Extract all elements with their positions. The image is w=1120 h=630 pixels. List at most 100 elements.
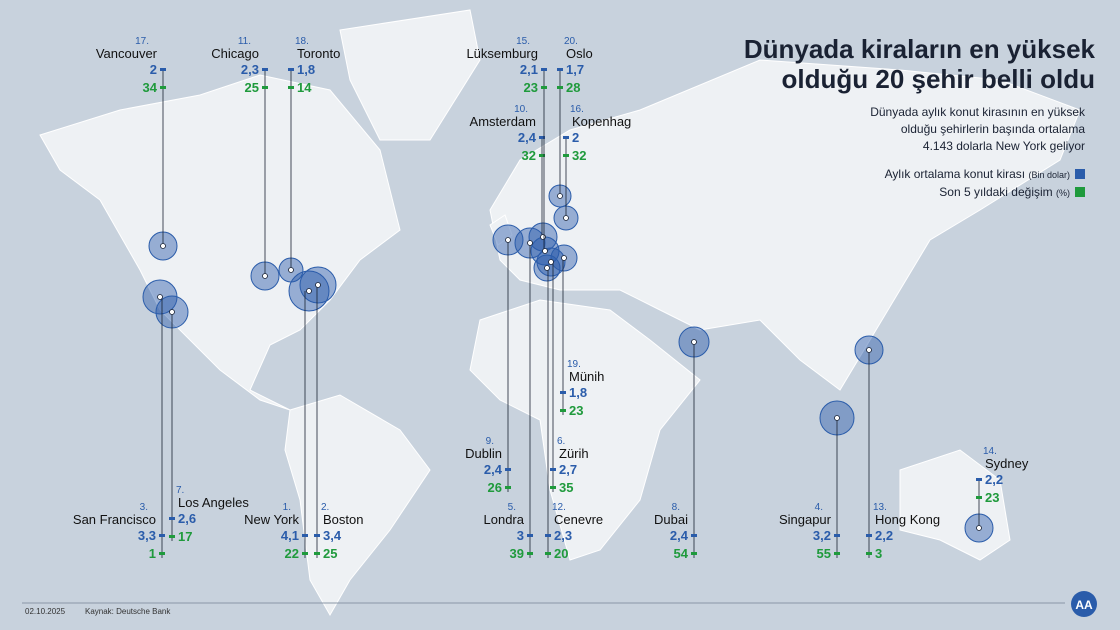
- city-change: 3: [875, 546, 882, 561]
- city-rank: 18.: [295, 36, 309, 47]
- city-name: Lüksemburg: [466, 46, 538, 61]
- city-dot: [866, 347, 872, 353]
- title: Dünyada kiraların en yüksek olduğu 20 şe…: [744, 34, 1096, 94]
- city-rent: 2,2: [985, 472, 1003, 487]
- city-name: Zürih: [559, 446, 589, 461]
- city-name: Vancouver: [96, 46, 158, 61]
- city-rank: 17.: [135, 36, 149, 47]
- city-change: 39: [510, 546, 524, 561]
- city-rent: 2,4: [670, 528, 689, 543]
- title-line: olduğu 20 şehir belli oldu: [782, 64, 1095, 94]
- city-change: 14: [297, 80, 312, 95]
- city-rank: 12.: [552, 502, 566, 513]
- legend-label: Aylık ortalama konut kirası (Bin dolar): [885, 167, 1070, 181]
- city-dot: [262, 273, 268, 279]
- city-rent: 1,8: [569, 385, 587, 400]
- rent-marker: [691, 534, 697, 537]
- city-change: 32: [572, 148, 586, 163]
- city-dot: [527, 240, 533, 246]
- city-rent: 3,3: [138, 528, 156, 543]
- city-dot: [306, 288, 312, 294]
- city-name: Sydney: [985, 456, 1029, 471]
- city-rent: 2: [150, 62, 157, 77]
- change-marker: [314, 552, 320, 555]
- city-rank: 4.: [815, 502, 823, 513]
- city-change: 54: [674, 546, 689, 561]
- legend-swatch: [1075, 187, 1085, 197]
- city-dot: [288, 267, 294, 273]
- rent-marker: [159, 534, 165, 537]
- change-marker: [159, 552, 165, 555]
- city-rank: 9.: [486, 436, 494, 447]
- city-change: 17: [178, 529, 192, 544]
- title-line: Dünyada kiraların en yüksek: [744, 34, 1096, 64]
- rent-marker: [834, 534, 840, 537]
- city-name: Los Angeles: [178, 495, 249, 510]
- city-rent: 1,7: [566, 62, 584, 77]
- city-change: 35: [559, 480, 573, 495]
- city-dot: [557, 193, 563, 199]
- subtitle: Dünyada aylık konut kirasının en yüksek …: [870, 105, 1086, 153]
- change-marker: [550, 486, 556, 489]
- city-change: 28: [566, 80, 580, 95]
- rent-marker: [866, 534, 872, 537]
- rent-marker: [288, 68, 294, 71]
- change-marker: [539, 154, 545, 157]
- city-rank: 14.: [983, 446, 997, 457]
- city-rank: 15.: [516, 36, 530, 47]
- city-rent: 2,3: [241, 62, 259, 77]
- city-rank: 20.: [564, 36, 578, 47]
- city-dot: [548, 259, 554, 265]
- city-change: 23: [569, 403, 583, 418]
- source: Kaynak: Deutsche Bank: [85, 607, 171, 616]
- city-rent: 3,2: [813, 528, 831, 543]
- city-rent: 3: [517, 528, 524, 543]
- city-name: Amsterdam: [470, 114, 536, 129]
- city-dot: [540, 234, 546, 240]
- rent-marker: [527, 534, 533, 537]
- city-rent: 3,4: [323, 528, 342, 543]
- change-marker: [834, 552, 840, 555]
- city-change: 55: [817, 546, 831, 561]
- city-rank: 19.: [567, 359, 581, 370]
- change-marker: [563, 154, 569, 157]
- rent-marker: [976, 478, 982, 481]
- rent-marker: [550, 468, 556, 471]
- city-dot: [542, 248, 548, 254]
- city-name: Oslo: [566, 46, 593, 61]
- subtitle-line: Dünyada aylık konut kirasının en yüksek: [870, 105, 1086, 119]
- city-name: Münih: [569, 369, 604, 384]
- city-dot: [563, 215, 569, 221]
- greenland: [339, 9, 481, 141]
- city-dot: [834, 415, 840, 421]
- logo: AA: [1075, 598, 1093, 612]
- city-rank: 1.: [283, 502, 291, 513]
- city-change: 20: [554, 546, 568, 561]
- city-name: Dublin: [465, 446, 502, 461]
- rent-marker: [539, 136, 545, 139]
- city-change: 1: [149, 546, 156, 561]
- subtitle-line: 4.143 dolarla New York geliyor: [923, 139, 1085, 153]
- city-name: Cenevre: [554, 512, 603, 527]
- city-rent: 2,7: [559, 462, 577, 477]
- city-rank: 16.: [570, 104, 584, 115]
- city-name: Chicago: [211, 46, 259, 61]
- city-rank: 5.: [508, 502, 516, 513]
- city-dot: [505, 237, 511, 243]
- rent-marker: [302, 534, 308, 537]
- city-rent: 2,4: [484, 462, 503, 477]
- change-marker: [866, 552, 872, 555]
- city-change: 26: [488, 480, 502, 495]
- australia: [899, 449, 1011, 561]
- city-rent: 4,1: [281, 528, 299, 543]
- city-name: Kopenhag: [572, 114, 631, 129]
- city-name: Boston: [323, 512, 363, 527]
- city-rent: 2,4: [518, 130, 537, 145]
- legend-text: Son 5 yıldaki değişim: [939, 185, 1052, 199]
- city-name: Toronto: [297, 46, 340, 61]
- africa: [469, 299, 701, 561]
- city-dot: [157, 294, 163, 300]
- logo-badge: [1071, 591, 1097, 617]
- ireland: [489, 214, 513, 246]
